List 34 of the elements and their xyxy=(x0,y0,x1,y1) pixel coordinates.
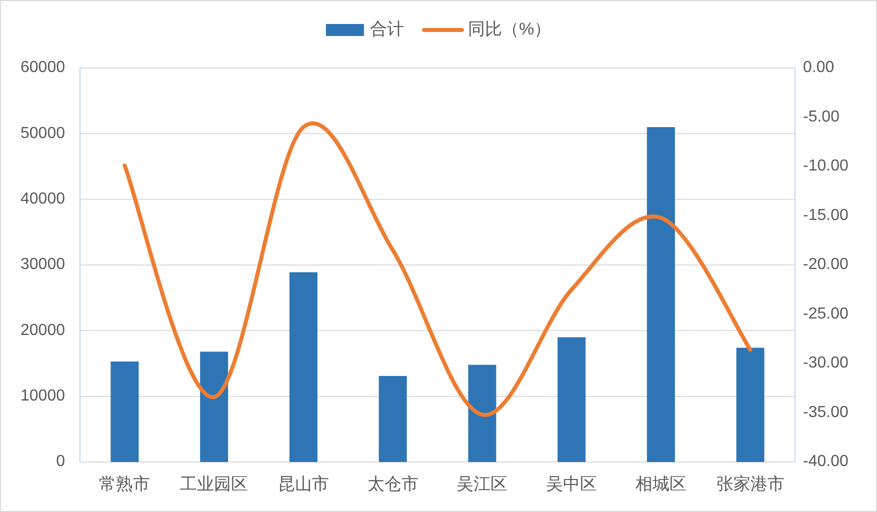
y2-tick-label: -5.00 xyxy=(803,108,840,126)
y2-tick-label: 0.00 xyxy=(803,59,834,76)
x-tick-label: 吴中区 xyxy=(546,474,598,494)
x-tick-label: 太仓市 xyxy=(367,474,418,494)
y-tick-label: 40000 xyxy=(20,190,66,208)
y2-tick-label: -10.00 xyxy=(803,158,848,175)
x-tick-label: 张家港市 xyxy=(716,474,784,494)
x-tick-label: 相城区 xyxy=(635,474,686,494)
y2-tick-label: -25.00 xyxy=(803,305,848,322)
bar xyxy=(289,272,318,462)
y-tick-label: 10000 xyxy=(20,388,66,405)
y-tick-label: 30000 xyxy=(20,256,66,274)
y-tick-label: 60000 xyxy=(20,59,66,76)
bar xyxy=(646,127,675,462)
x-tick-label: 工业园区 xyxy=(180,474,248,494)
bar xyxy=(378,376,407,462)
bar xyxy=(468,364,496,462)
bar xyxy=(736,348,764,462)
bar xyxy=(110,362,139,462)
bar xyxy=(558,337,586,462)
y-tick-label: 0 xyxy=(56,453,66,470)
y2-tick-label: -15.00 xyxy=(803,206,848,224)
x-tick-label: 昆山市 xyxy=(278,474,329,494)
y2-tick-label: -40.00 xyxy=(803,453,848,470)
y2-tick-label: -20.00 xyxy=(803,256,848,274)
legend-label: 合计 xyxy=(370,19,404,38)
x-tick-label: 常熟市 xyxy=(99,474,150,494)
y-tick-label: 20000 xyxy=(20,322,66,339)
y-tick-label: 50000 xyxy=(20,124,66,142)
y2-tick-label: -30.00 xyxy=(803,354,848,372)
legend-label: 同比（%） xyxy=(468,19,552,38)
x-tick-label: 吴江区 xyxy=(456,474,508,494)
y2-tick-label: -35.00 xyxy=(803,404,848,421)
bar xyxy=(200,352,228,462)
